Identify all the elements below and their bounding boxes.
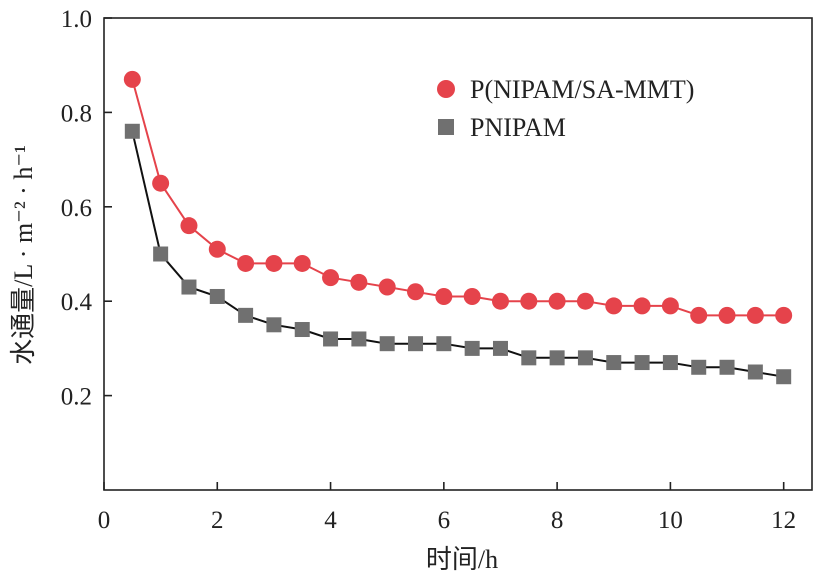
data-point [576, 292, 594, 310]
x-tick-label: 6 [438, 507, 451, 534]
data-point [719, 359, 735, 375]
x-axis-title: 时间/h [426, 545, 498, 574]
data-point [436, 336, 452, 352]
data-point [208, 240, 226, 258]
data-point [662, 355, 678, 371]
legend-label: PNIPAM [470, 113, 566, 142]
data-point [407, 283, 425, 301]
data-point [265, 254, 283, 272]
data-point [492, 340, 508, 356]
x-tick-label: 12 [771, 507, 796, 534]
y-tick-label: 1.0 [61, 6, 92, 33]
data-point [661, 297, 679, 315]
legend-marker [438, 119, 454, 135]
data-point [520, 292, 538, 310]
data-point [549, 350, 565, 366]
data-point [521, 350, 537, 366]
data-point [633, 297, 651, 315]
legend-label: P(NIPAM/SA-MMT) [470, 75, 694, 104]
y-tick-label: 0.2 [61, 384, 92, 411]
data-point [747, 364, 763, 380]
series-layer [123, 70, 793, 385]
data-point [351, 331, 367, 347]
data-point [294, 322, 310, 338]
plot-frame [103, 17, 813, 491]
data-point [180, 217, 198, 235]
plot-border [103, 17, 813, 491]
data-point [606, 355, 622, 371]
series-line [131, 131, 784, 378]
y-tick-label: 0.6 [61, 195, 92, 222]
data-point [718, 306, 736, 324]
data-point [152, 174, 170, 192]
data-point [408, 336, 424, 352]
series-line [131, 79, 784, 317]
data-point [238, 307, 254, 323]
data-point [293, 254, 311, 272]
x-tick-label: 8 [551, 507, 564, 534]
x-tick-label: 2 [211, 507, 224, 534]
data-point [124, 123, 140, 139]
data-point [379, 336, 395, 352]
data-point [237, 254, 255, 272]
data-point [605, 297, 623, 315]
x-axis-ticks: 0 2 4 6 8 10 12 [98, 482, 796, 534]
data-point [435, 287, 453, 305]
legend: P(NIPAM/SA-MMT) PNIPAM [437, 75, 694, 142]
data-point [691, 359, 707, 375]
data-point [323, 331, 339, 347]
data-point [577, 350, 593, 366]
data-point [634, 355, 650, 371]
series-2 [124, 123, 792, 385]
series-1 [123, 70, 793, 324]
data-point [746, 306, 764, 324]
data-point [153, 246, 169, 262]
data-point [209, 288, 225, 304]
y-tick-label: 0.8 [61, 100, 92, 127]
data-point [491, 292, 509, 310]
data-point [548, 292, 566, 310]
data-point [266, 317, 282, 333]
data-point [464, 340, 480, 356]
x-tick-label: 10 [658, 507, 683, 534]
data-point [463, 287, 481, 305]
data-point [378, 278, 396, 296]
data-point [123, 70, 141, 88]
data-point [322, 269, 340, 287]
data-point [181, 279, 197, 295]
y-axis-title: 水通量/L · m⁻² · h⁻¹ [9, 145, 38, 365]
data-point [350, 273, 368, 291]
data-point [775, 306, 793, 324]
y-tick-label: 0.4 [61, 289, 93, 316]
data-point [776, 369, 792, 385]
x-tick-label: 4 [324, 507, 337, 534]
legend-marker [437, 80, 455, 98]
data-point [690, 306, 708, 324]
x-tick-label: 0 [98, 507, 111, 534]
y-axis-ticks: 0.2 0.4 0.6 0.8 1.0 [61, 6, 112, 411]
